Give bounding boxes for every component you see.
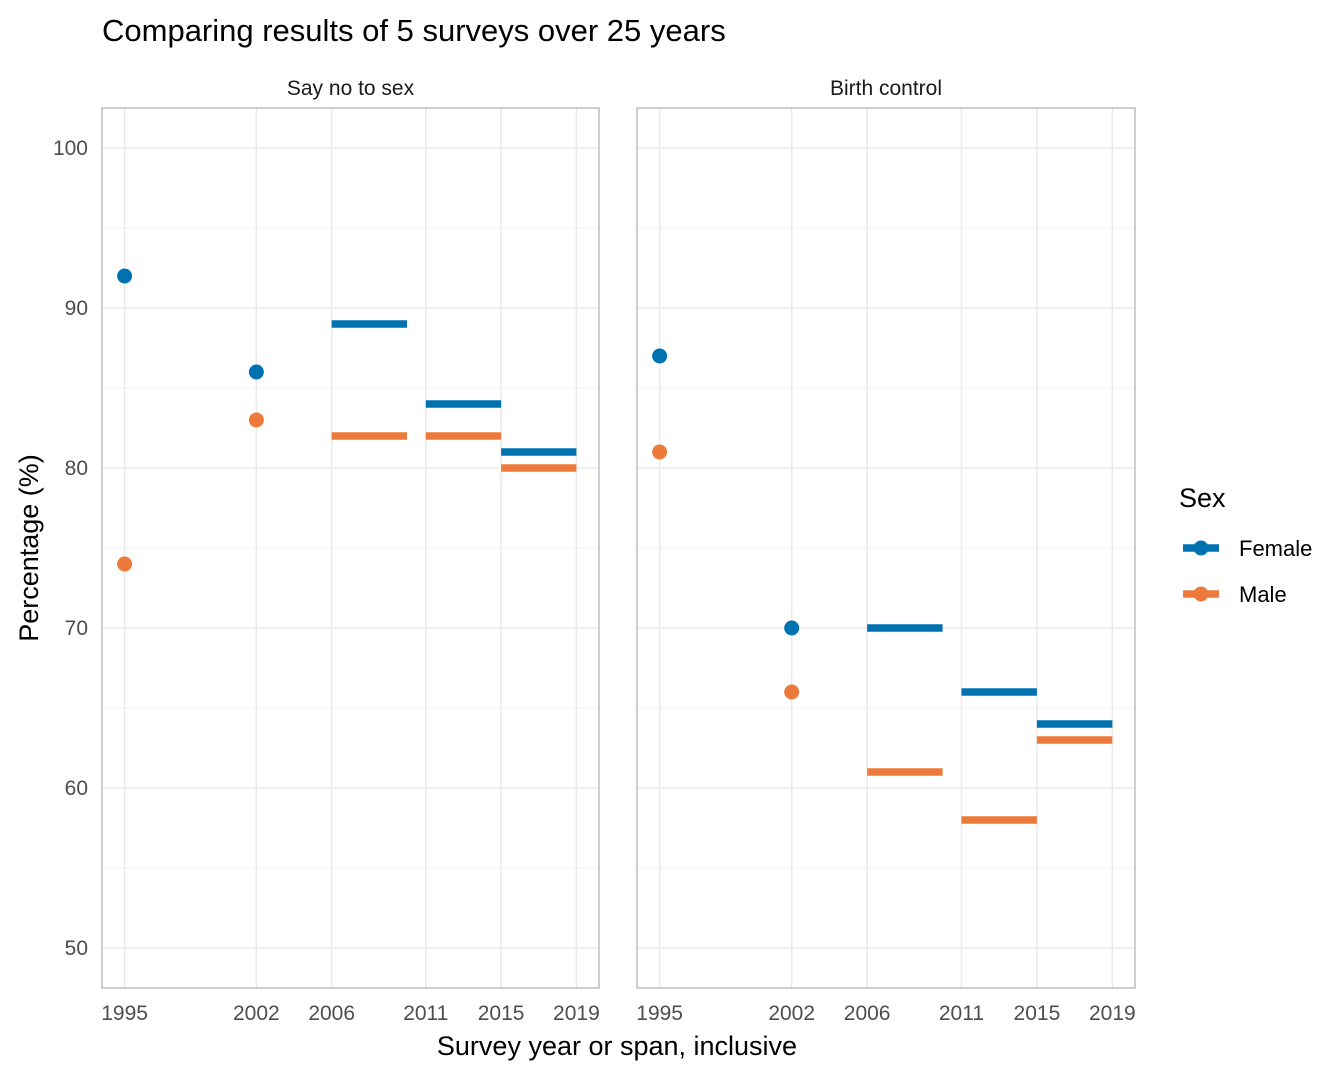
panel-border bbox=[101, 107, 600, 989]
x-tick-label: 2019 bbox=[553, 1002, 600, 1025]
x-tick-label: 2002 bbox=[233, 1002, 280, 1025]
x-tick-label: 2011 bbox=[403, 1002, 448, 1025]
x-tick-label: 2019 bbox=[1089, 1002, 1136, 1025]
legend-label-male: Male bbox=[1239, 582, 1287, 607]
panel-birth-control: Birth control 1995 2002 2006 2011 2015 2019 bbox=[636, 77, 1135, 1025]
point-mark-female bbox=[652, 348, 668, 364]
x-tick-label: 1995 bbox=[101, 1002, 148, 1025]
y-tick-label: 60 bbox=[65, 777, 88, 800]
point-mark-male bbox=[117, 556, 133, 572]
x-tick-label: 2015 bbox=[478, 1002, 525, 1025]
point-mark-female bbox=[117, 268, 133, 284]
x-tick-label: 2006 bbox=[308, 1002, 355, 1025]
point-mark-male bbox=[248, 412, 264, 428]
x-tick-label: 2002 bbox=[768, 1002, 815, 1025]
facet-label: Say no to sex bbox=[287, 77, 415, 100]
y-tick-label: 50 bbox=[65, 937, 88, 960]
panels: Say no to sex 1995 2002 2006 2011 2015 2019 50 6… bbox=[53, 77, 1136, 1025]
y-tick-label: 90 bbox=[65, 297, 88, 320]
x-tick-label: 2006 bbox=[844, 1002, 891, 1025]
legend-key-point-male bbox=[1193, 586, 1209, 602]
legend-title: Sex bbox=[1179, 483, 1226, 513]
y-tick-label: 80 bbox=[65, 457, 88, 480]
x-tick-label: 2011 bbox=[939, 1002, 984, 1025]
point-mark-female bbox=[248, 364, 264, 380]
chart-title: Comparing results of 5 surveys over 25 y… bbox=[102, 13, 726, 48]
y-axis-title: Percentage (%) bbox=[14, 454, 44, 642]
panel-say-no-to-sex: Say no to sex 1995 2002 2006 2011 2015 2019 50 6… bbox=[53, 77, 600, 1025]
panel-border bbox=[636, 107, 1136, 989]
x-tick-label: 1995 bbox=[636, 1002, 683, 1025]
point-mark-female bbox=[784, 620, 800, 636]
x-tick-label: 2015 bbox=[1014, 1002, 1061, 1025]
legend: Sex Female Male bbox=[1179, 483, 1312, 607]
point-mark-male bbox=[652, 444, 668, 460]
y-tick-label: 100 bbox=[53, 137, 88, 160]
legend-label-female: Female bbox=[1239, 536, 1312, 561]
y-tick-label: 70 bbox=[65, 617, 88, 640]
facet-label: Birth control bbox=[830, 77, 942, 100]
point-mark-male bbox=[784, 684, 800, 700]
x-axis-title: Survey year or span, inclusive bbox=[437, 1031, 797, 1061]
legend-key-point-female bbox=[1193, 540, 1209, 556]
